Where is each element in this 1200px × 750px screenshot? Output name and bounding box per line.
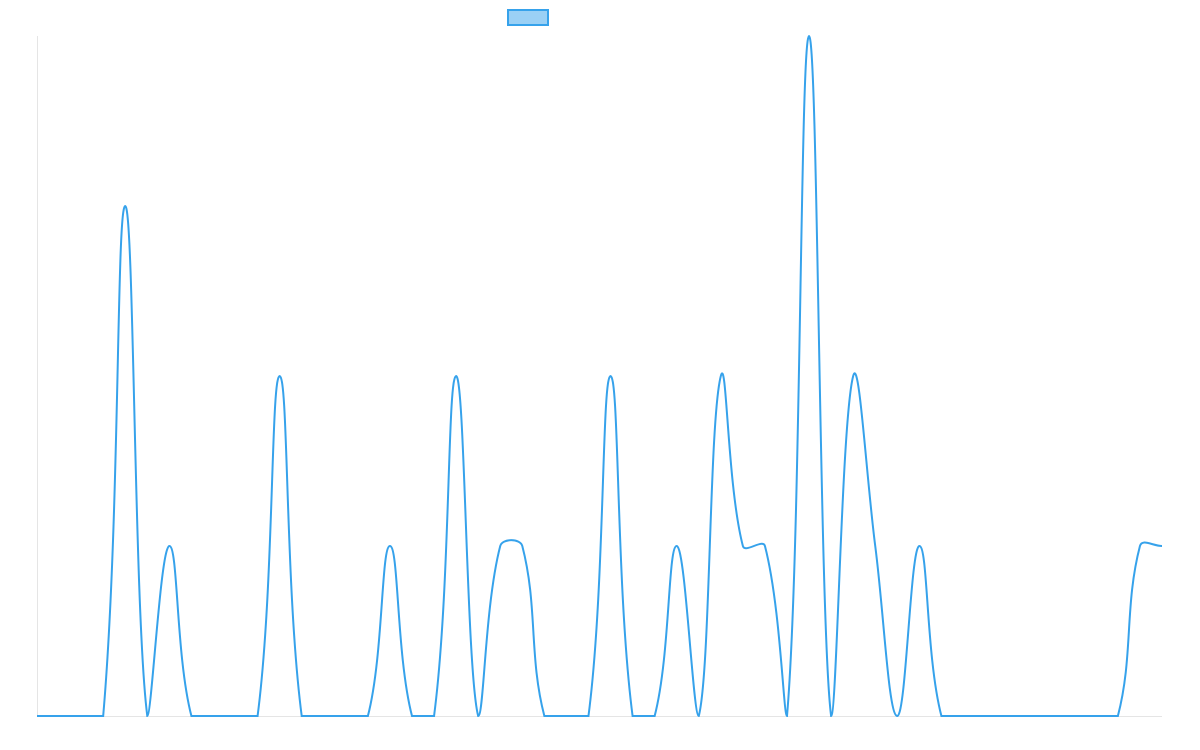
line-series (37, 34, 1163, 718)
legend-swatch (507, 9, 549, 26)
